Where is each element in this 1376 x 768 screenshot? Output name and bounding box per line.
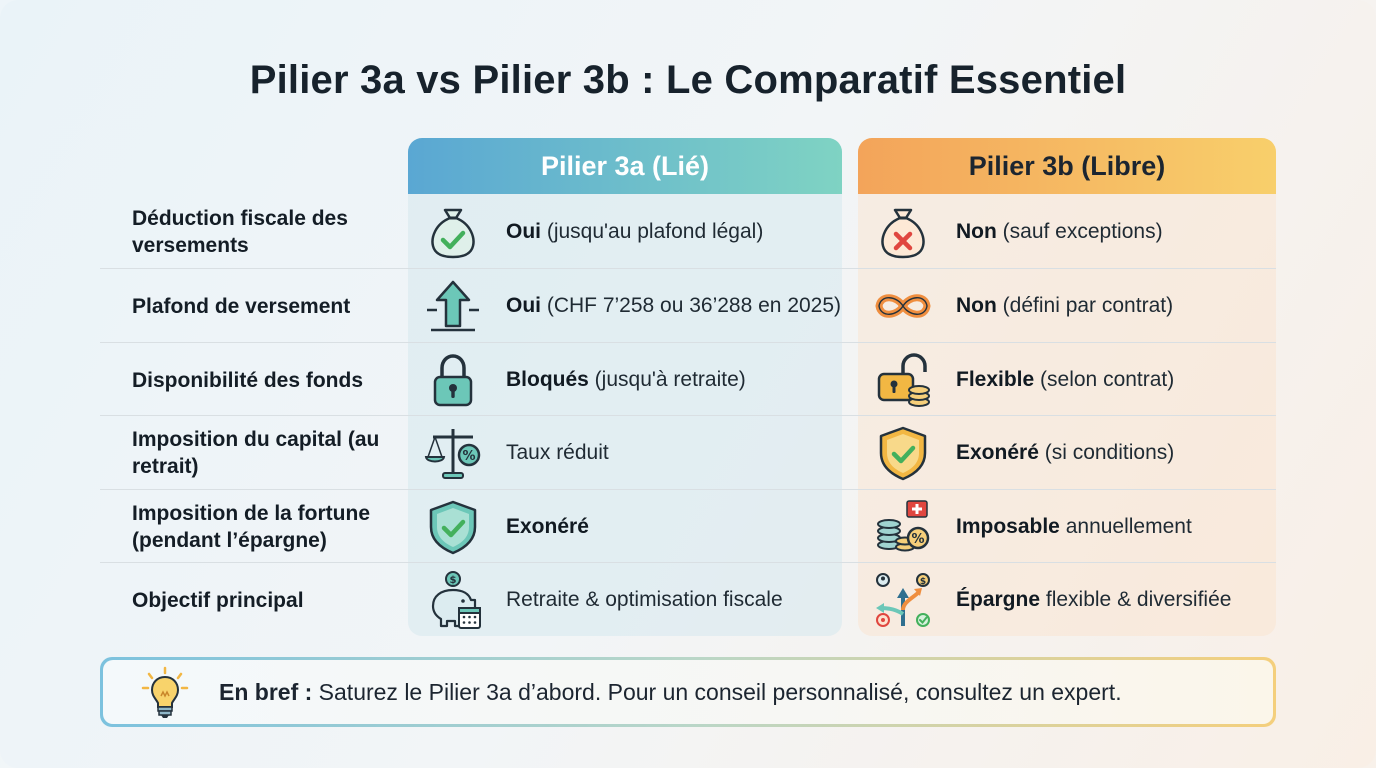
cell-3b: Non (défini par contrat) (870, 269, 1270, 343)
infinity-icon (870, 276, 936, 336)
row-criterion: Déduction fiscale des versements (132, 207, 348, 257)
comparison-row: Plafond de versement Oui (CHF 7’258 ou 3… (100, 269, 1276, 343)
money-bag-check-icon (420, 202, 486, 262)
cell-3a: Oui (jusqu'au plafond légal) (420, 195, 840, 269)
cell-3b: Exonéré (si conditions) (870, 416, 1270, 490)
comparison-row: Disponibilité des fonds Bloqués (jusqu'à… (100, 343, 1276, 417)
row-divider (100, 415, 1276, 416)
cell-3a: Oui (CHF 7’258 ou 36’288 en 2025) (420, 269, 842, 343)
coins-percent-swiss-icon: % (870, 497, 936, 557)
comparison-row: Objectif principal $ Retraite & optimisa… (100, 563, 1276, 637)
cell-text: Non (sauf exceptions) (956, 220, 1163, 243)
padlock-open-coins-icon (870, 350, 936, 410)
cell-3a: % Taux réduit (420, 416, 840, 490)
comparison-row: Déduction fiscale des versements Oui (ju… (100, 195, 1276, 269)
cell-text: Épargne flexible & diversifiée (956, 588, 1232, 611)
row-criterion: Objectif principal (132, 588, 304, 612)
diverging-arrows-icon: $ (870, 570, 936, 630)
cell-3a: Bloqués (jusqu'à retraite) (420, 343, 840, 417)
column-3a-background (408, 138, 842, 636)
svg-text:$: $ (920, 577, 926, 587)
cell-3a: Exonéré (420, 490, 840, 564)
row-criterion: Plafond de versement (132, 294, 351, 318)
padlock-closed-icon (420, 350, 486, 410)
page-title: Pilier 3a vs Pilier 3b : Le Comparatif E… (249, 58, 1127, 102)
cell-text: Exonéré (506, 515, 589, 538)
scale-percent-icon: % (420, 423, 486, 483)
cell-text: Exonéré (si conditions) (956, 441, 1175, 464)
cell-text: Imposable annuellement (956, 515, 1192, 538)
shield-check-gold-icon (870, 423, 936, 483)
svg-text:$: $ (450, 575, 457, 586)
row-criterion: Imposition de la fortune (pendant l’épar… (132, 502, 371, 552)
shield-check-teal-icon (420, 497, 486, 557)
cell-text: Taux réduit (506, 441, 609, 464)
row-criterion: Disponibilité des fonds (132, 368, 364, 392)
lightbulb-icon (139, 666, 191, 720)
cell-text: Non (défini par contrat) (956, 294, 1174, 317)
column-header-3a: Pilier 3a (Lié) (408, 138, 842, 194)
row-divider (100, 489, 1276, 490)
cell-text: Oui (jusqu'au plafond légal) (506, 220, 764, 243)
summary-box: En bref : Saturez le Pilier 3a d’abord. … (100, 657, 1276, 727)
piggy-bank-calendar-icon: $ (420, 570, 486, 630)
cell-text: Flexible (selon contrat) (956, 368, 1175, 391)
row-divider (100, 562, 1276, 563)
cell-text: Bloqués (jusqu'à retraite) (506, 368, 746, 391)
cell-3b: % Imposable annuellement (870, 490, 1270, 564)
cell-3b: Flexible (selon contrat) (870, 343, 1270, 417)
summary-inner: En bref : Saturez le Pilier 3a d’abord. … (103, 660, 1273, 724)
cell-text: Oui (CHF 7’258 ou 36’288 en 2025) (506, 294, 842, 317)
row-divider (100, 268, 1276, 269)
money-bag-cross-icon (870, 202, 936, 262)
arrow-up-limit-icon (420, 276, 486, 336)
row-criterion: Imposition du capital (au retrait) (132, 428, 380, 478)
cell-3a: $ Retraite & optimisation fiscale (420, 563, 840, 637)
svg-text:%: % (462, 449, 475, 464)
comparison-row: Imposition de la fortune (pendant l’épar… (100, 490, 1276, 564)
summary-text: En bref : Saturez le Pilier 3a d’abord. … (219, 678, 1122, 705)
comparison-row: Imposition du capital (au retrait) % Tau… (100, 416, 1276, 490)
cell-text: Retraite & optimisation fiscale (506, 588, 783, 611)
row-divider (100, 342, 1276, 343)
svg-text:%: % (911, 532, 924, 547)
column-header-3b: Pilier 3b (Libre) (858, 138, 1276, 194)
cell-3b: $ Épargne flexible & diversifiée (870, 563, 1270, 637)
cell-3b: Non (sauf exceptions) (870, 195, 1270, 269)
